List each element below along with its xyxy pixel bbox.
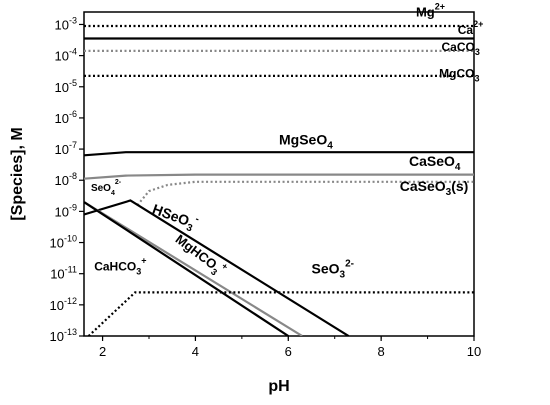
label-ca: Ca2+ [458,19,484,37]
x-ticks: 2 4 6 8 10 [99,336,481,359]
y-tick-label: 10-7 [55,140,77,157]
label-cahco3: CaHCO3+ [94,256,146,277]
y-tick-label: 10-13 [50,327,77,344]
series-layer [84,24,474,336]
series-line-mghco3 [84,201,303,336]
series-line-mgseo4 [84,151,474,157]
x-tick-label: 10 [467,344,481,359]
x-tick-label: 6 [285,344,292,359]
y-tick-label: 10-9 [55,202,77,219]
y-axis-title: [Species], M [9,127,26,220]
label-seo4: SeO42- [91,179,122,197]
label-caseo4: CaSeO4 [409,153,461,173]
x-tick-label: 8 [378,344,385,359]
label-caseo3s: CaSeO3(s) [400,178,469,198]
x-tick-label: 4 [192,344,199,359]
y-tick-label: 10-4 [55,47,77,64]
series-line-seo3 [87,291,474,336]
series-line-cahco3 [84,201,289,336]
label-hseo3: HSeO3- [149,199,201,236]
y-tick-label: 10-11 [50,265,77,282]
y-ticks: 10-3 10-4 10-5 10-6 10-7 10-8 10-9 10-10 10-11 10… [50,15,84,344]
y-tick-label: 10-12 [50,296,77,313]
x-axis-title: pH [268,378,289,395]
label-mgseo4: MgSeO4 [279,131,333,151]
label-caco3: CaCO3 [442,40,480,57]
annotations: Mg2+ Ca2+ CaCO3 MgCO3 MgSeO4 CaSeO4 CaSeO3(s) S… [91,2,483,281]
series-line-hseo3 [84,199,350,336]
y-tick-label: 10-5 [55,78,77,95]
x-tick-label: 2 [99,344,106,359]
label-mgco3: MgCO3 [439,66,479,83]
label-mg: Mg2+ [416,2,445,20]
y-tick-label: 10-10 [50,234,77,251]
y-tick-label: 10-6 [55,109,77,126]
label-seo3: SeO32- [312,259,354,281]
y-tick-label: 10-8 [55,171,77,188]
series-line-caseo4 [84,173,474,180]
y-tick-label: 10-3 [55,15,77,32]
series-line-caseo3s [136,180,474,206]
